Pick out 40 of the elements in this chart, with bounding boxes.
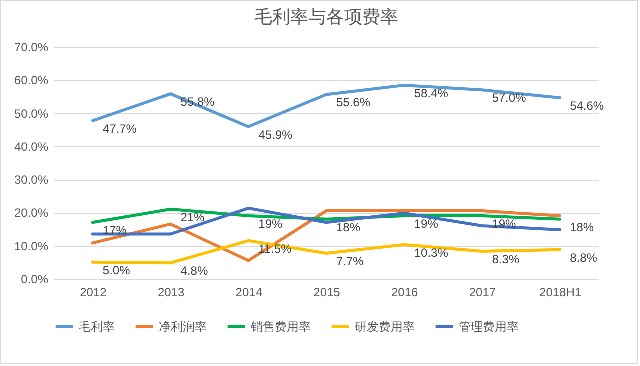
- data-label: 19%: [414, 217, 439, 232]
- legend-label: 毛利率: [79, 320, 115, 334]
- y-tick-label: 60.0%: [14, 74, 49, 88]
- data-label: 47.7%: [102, 122, 138, 136]
- y-tick-label: 20.0%: [14, 206, 49, 220]
- y-tick-label: 50.0%: [14, 106, 49, 121]
- line-series: [91, 206, 562, 236]
- legend-label: 管理费用率: [459, 320, 519, 334]
- data-label: 10.3%: [414, 246, 449, 260]
- x-tick-label: 2013: [158, 286, 185, 300]
- x-tick-label: 2016: [392, 286, 419, 300]
- data-label: 4.8%: [180, 264, 208, 278]
- y-tick-label: 70.0%: [14, 40, 49, 54]
- y-tick-label: 30.0%: [14, 173, 49, 188]
- y-tick-label: 40.0%: [14, 140, 49, 154]
- data-label: 21%: [180, 210, 206, 224]
- x-tick-label: 2017: [469, 286, 496, 300]
- data-label: 7.7%: [336, 254, 364, 268]
- data-label: 8.8%: [570, 250, 598, 265]
- x-tick-label: 2014: [236, 286, 263, 300]
- y-tick-label: 0.0%: [21, 272, 49, 286]
- x-tick-label: 2015: [314, 286, 341, 300]
- y-tick-label: 10.0%: [14, 239, 49, 254]
- x-tick-label: 2018H1: [540, 286, 582, 300]
- data-label: 54.6%: [570, 99, 604, 114]
- data-label: 55.6%: [336, 96, 371, 110]
- data-label: 57.0%: [492, 91, 527, 106]
- data-label: 45.9%: [258, 128, 293, 142]
- data-label: 8.3%: [492, 252, 520, 266]
- data-label: 58.4%: [414, 86, 449, 100]
- legend-label: 销售费用率: [250, 320, 311, 334]
- data-label: 19%: [258, 217, 283, 232]
- data-label: 5.0%: [102, 263, 131, 278]
- data-label: 18%: [570, 220, 594, 234]
- data-label: 18%: [336, 220, 361, 234]
- x-tick-label: 2012: [80, 286, 108, 300]
- chart-title: 毛利率与各项费率: [254, 7, 398, 27]
- legend-label: 研发费用率: [355, 320, 415, 334]
- legend-label: 净利润率: [159, 320, 207, 334]
- line-series: [91, 239, 562, 265]
